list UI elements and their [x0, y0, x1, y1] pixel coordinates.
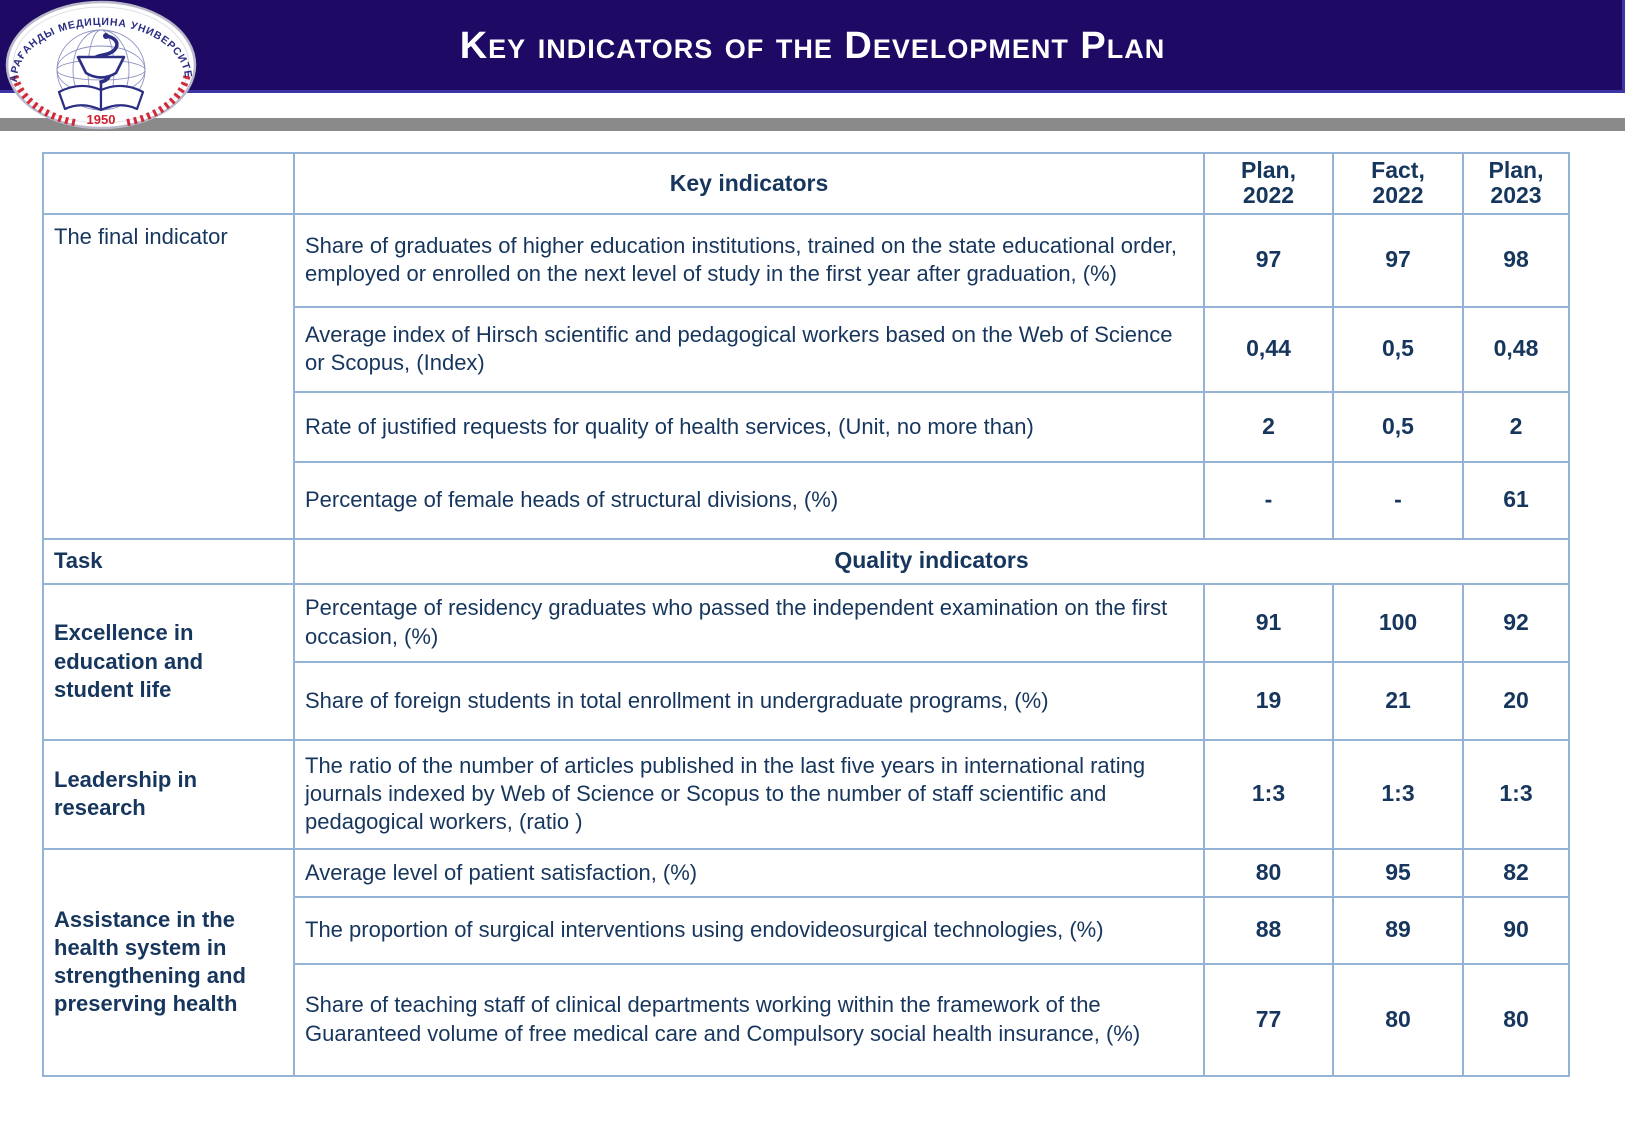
indicator-cell: The ratio of the number of articles publ… [293, 738, 1205, 850]
value-plan-2022: 91 [1203, 582, 1334, 663]
value-fact-2022: 0,5 [1332, 305, 1464, 393]
group-label-excellence: Excellence in education and student life [42, 582, 295, 741]
group-label-final-indicator: The final indicator [42, 212, 295, 540]
university-logo-icon: ҚАРАҒАНДЫ МЕДИЦИНА УНИВЕРСИТЕТІ 1950 [3, 0, 197, 130]
header-banner [0, 0, 1625, 93]
value-plan-2022: 80 [1203, 847, 1334, 898]
value-plan-2023: 1:3 [1462, 738, 1570, 850]
value-fact-2022: 80 [1332, 962, 1464, 1077]
value-plan-2022: 1:3 [1203, 738, 1334, 850]
value-fact-2022: 21 [1332, 660, 1464, 741]
indicator-cell: Share of graduates of higher education i… [293, 212, 1205, 308]
table-row: Share of foreign students in total enrol… [43, 660, 1570, 741]
indicator-cell: Percentage of female heads of structural… [293, 460, 1205, 540]
value-fact-2022: - [1332, 460, 1464, 540]
table-row: Average index of Hirsch scientific and p… [43, 305, 1570, 393]
indicator-cell: The proportion of surgical interventions… [293, 895, 1205, 965]
value-plan-2023: 90 [1462, 895, 1570, 965]
value-plan-2023: 0,48 [1462, 305, 1570, 393]
table-row: Leadership in research The ratio of the … [42, 738, 1570, 850]
header-key-indicators: Key indicators [293, 152, 1205, 215]
section-row: Task Quality indicators [42, 537, 1570, 585]
value-fact-2022: 89 [1332, 895, 1464, 965]
table-row: Share of teaching staff of clinical depa… [43, 962, 1570, 1077]
indicator-cell: Share of teaching staff of clinical depa… [293, 962, 1205, 1077]
table-row: Excellence in education and student life… [42, 582, 1570, 741]
table-row: The final indicator Share of graduates o… [42, 212, 1570, 540]
section-header-quality-indicators: Quality indicators [293, 537, 1570, 585]
header-empty [42, 152, 295, 215]
value-fact-2022: 0,5 [1332, 390, 1464, 463]
value-plan-2022: 97 [1203, 212, 1334, 308]
bowl-snake-icon [76, 33, 126, 91]
indicator-cell: Rate of justified requests for quality o… [293, 390, 1205, 463]
logo-year: 1950 [87, 112, 116, 127]
ornament-icon [11, 75, 191, 127]
indicator-cell: Average level of patient satisfaction, (… [293, 847, 1205, 898]
indicator-cell: Average index of Hirsch scientific and p… [293, 305, 1205, 393]
table-row: The proportion of surgical interventions… [43, 895, 1570, 965]
header-fact-2022: Fact, 2022 [1332, 152, 1464, 215]
group-label-task: Task [42, 537, 295, 585]
value-fact-2022: 1:3 [1332, 738, 1464, 850]
table-header-row: Key indicators Plan, 2022 Fact, 2022 Pla… [42, 152, 1570, 215]
group-label-assistance: Assistance in the health system in stren… [42, 847, 295, 1077]
value-plan-2023: 82 [1462, 847, 1570, 898]
value-fact-2022: 97 [1332, 212, 1464, 308]
divider-stripe [0, 118, 1625, 131]
value-plan-2022: 77 [1203, 962, 1334, 1077]
value-plan-2022: 19 [1203, 660, 1334, 741]
value-plan-2023: 92 [1462, 582, 1570, 663]
indicator-cell: Percentage of residency graduates who pa… [293, 582, 1205, 663]
open-book-icon [57, 84, 145, 112]
value-plan-2022: 88 [1203, 895, 1334, 965]
header-plan-2022: Plan, 2022 [1203, 152, 1334, 215]
value-plan-2023: 20 [1462, 660, 1570, 741]
header-plan-2023: Plan, 2023 [1462, 152, 1570, 215]
value-plan-2023: 80 [1462, 962, 1570, 1077]
value-plan-2023: 98 [1462, 212, 1570, 308]
page-title: Key indicators of the Development Plan [459, 25, 1166, 67]
value-plan-2022: - [1203, 460, 1334, 540]
value-fact-2022: 95 [1332, 847, 1464, 898]
value-plan-2022: 0,44 [1203, 305, 1334, 393]
value-plan-2023: 2 [1462, 390, 1570, 463]
group-label-leadership: Leadership in research [42, 738, 295, 850]
table-row: Percentage of female heads of structural… [43, 460, 1570, 540]
indicator-cell: Share of foreign students in total enrol… [293, 660, 1205, 741]
value-fact-2022: 100 [1332, 582, 1464, 663]
indicators-table: Key indicators Plan, 2022 Fact, 2022 Pla… [42, 152, 1570, 1077]
table-row: Assistance in the health system in stren… [42, 847, 1570, 1077]
value-plan-2022: 2 [1203, 390, 1334, 463]
table-row: Rate of justified requests for quality o… [43, 390, 1570, 463]
value-plan-2023: 61 [1462, 460, 1570, 540]
